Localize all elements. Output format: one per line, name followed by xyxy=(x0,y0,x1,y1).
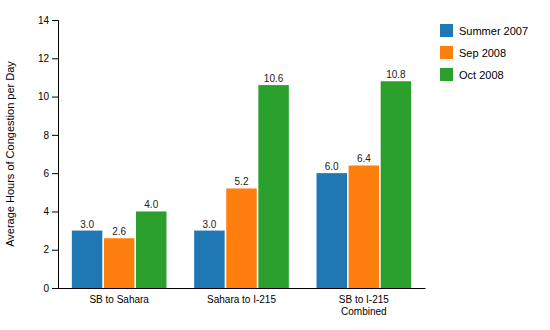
legend-item: Summer 2007 xyxy=(440,24,528,37)
y-tick-label: 4 xyxy=(43,206,49,217)
data-label: 3.0 xyxy=(80,219,94,230)
y-tick-label: 10 xyxy=(38,91,50,102)
data-label: 2.6 xyxy=(112,226,126,237)
legend-swatch xyxy=(440,46,453,59)
y-tick-mark xyxy=(52,135,58,136)
series xyxy=(136,81,411,288)
y-tick-label: 6 xyxy=(43,168,49,179)
y-tick: 4 xyxy=(43,206,58,217)
y-tick-label: 14 xyxy=(38,15,50,26)
y-tick-mark xyxy=(52,20,58,21)
bar xyxy=(317,173,347,288)
x-tick-label-line: SB to Sahara xyxy=(89,294,149,305)
x-tick-label: SB to I-215Combined xyxy=(339,294,389,317)
series xyxy=(72,173,347,288)
bar xyxy=(72,231,102,288)
bar xyxy=(381,81,411,288)
y-tick-mark xyxy=(52,211,58,212)
legend-label: Sep 2008 xyxy=(459,47,506,59)
data-label: 5.2 xyxy=(235,176,249,187)
data-label: 3.0 xyxy=(202,219,216,230)
x-tick-label: Sahara to I-215 xyxy=(207,294,276,305)
legend-label: Oct 2008 xyxy=(459,69,504,81)
bar xyxy=(136,211,166,288)
y-axis-line xyxy=(52,21,59,289)
data-label: 10.6 xyxy=(264,73,284,84)
chart: 02468101214SB to SaharaSahara to I-215SB… xyxy=(0,0,550,330)
y-axis-title: Average Hours of Congestion per Day xyxy=(4,61,16,247)
bars xyxy=(72,81,411,288)
x-axis-line xyxy=(59,288,426,289)
y-axis: 0 2 4 6 8 10 12 14 xyxy=(38,15,59,294)
legend: Summer 2007 Sep 2008 Oct 2008 xyxy=(440,24,528,81)
data-label: 6.0 xyxy=(325,161,339,172)
x-tick: Sahara to I-215 xyxy=(207,294,276,305)
legend-item: Sep 2008 xyxy=(440,46,506,59)
y-tick: 8 xyxy=(43,130,58,141)
y-tick: 12 xyxy=(38,53,58,64)
data-label: 4.0 xyxy=(144,199,158,210)
x-tick-label: SB to Sahara xyxy=(89,294,149,305)
plot: 02468101214SB to SaharaSahara to I-215SB… xyxy=(38,15,426,317)
y-tick-label: 2 xyxy=(43,244,49,255)
data-labels: 3.0 3.0 6.0 2.6 5.2 6.4 4.0 10.6 10.8 xyxy=(80,69,406,237)
y-tick: 2 xyxy=(43,244,58,255)
y-tick-mark xyxy=(52,97,58,98)
y-tick: 0 xyxy=(43,283,58,294)
y-tick-label: 8 xyxy=(43,130,49,141)
legend-label: Summer 2007 xyxy=(459,25,528,37)
y-tick-mark xyxy=(52,250,58,251)
x-tick: SB to Sahara xyxy=(89,294,149,305)
y-tick-label: 12 xyxy=(38,53,50,64)
x-tick-label-line: Combined xyxy=(341,306,387,317)
x-tick-label-line: Sahara to I-215 xyxy=(207,294,276,305)
x-axis: SB to Sahara Sahara to I-215 SB to I-215Co… xyxy=(59,289,426,317)
x-tick: SB to I-215Combined xyxy=(339,294,389,317)
bar xyxy=(104,238,134,288)
y-tick-mark xyxy=(52,288,58,289)
y-tick-label: 0 xyxy=(43,283,49,294)
data-label: 10.8 xyxy=(386,69,406,80)
legend-swatch xyxy=(440,24,453,37)
y-tick: 6 xyxy=(43,168,58,179)
series xyxy=(104,165,379,288)
bar xyxy=(194,231,224,288)
bar xyxy=(349,165,379,288)
y-tick-mark xyxy=(52,58,58,59)
bar xyxy=(226,188,256,288)
data-label: 6.4 xyxy=(357,153,371,164)
y-tick-mark xyxy=(52,173,58,174)
x-tick-label-line: SB to I-215 xyxy=(339,294,389,305)
legend-swatch xyxy=(440,68,453,81)
legend-item: Oct 2008 xyxy=(440,68,504,81)
bar xyxy=(258,85,288,288)
y-tick: 10 xyxy=(38,91,58,102)
y-tick: 14 xyxy=(38,15,58,26)
